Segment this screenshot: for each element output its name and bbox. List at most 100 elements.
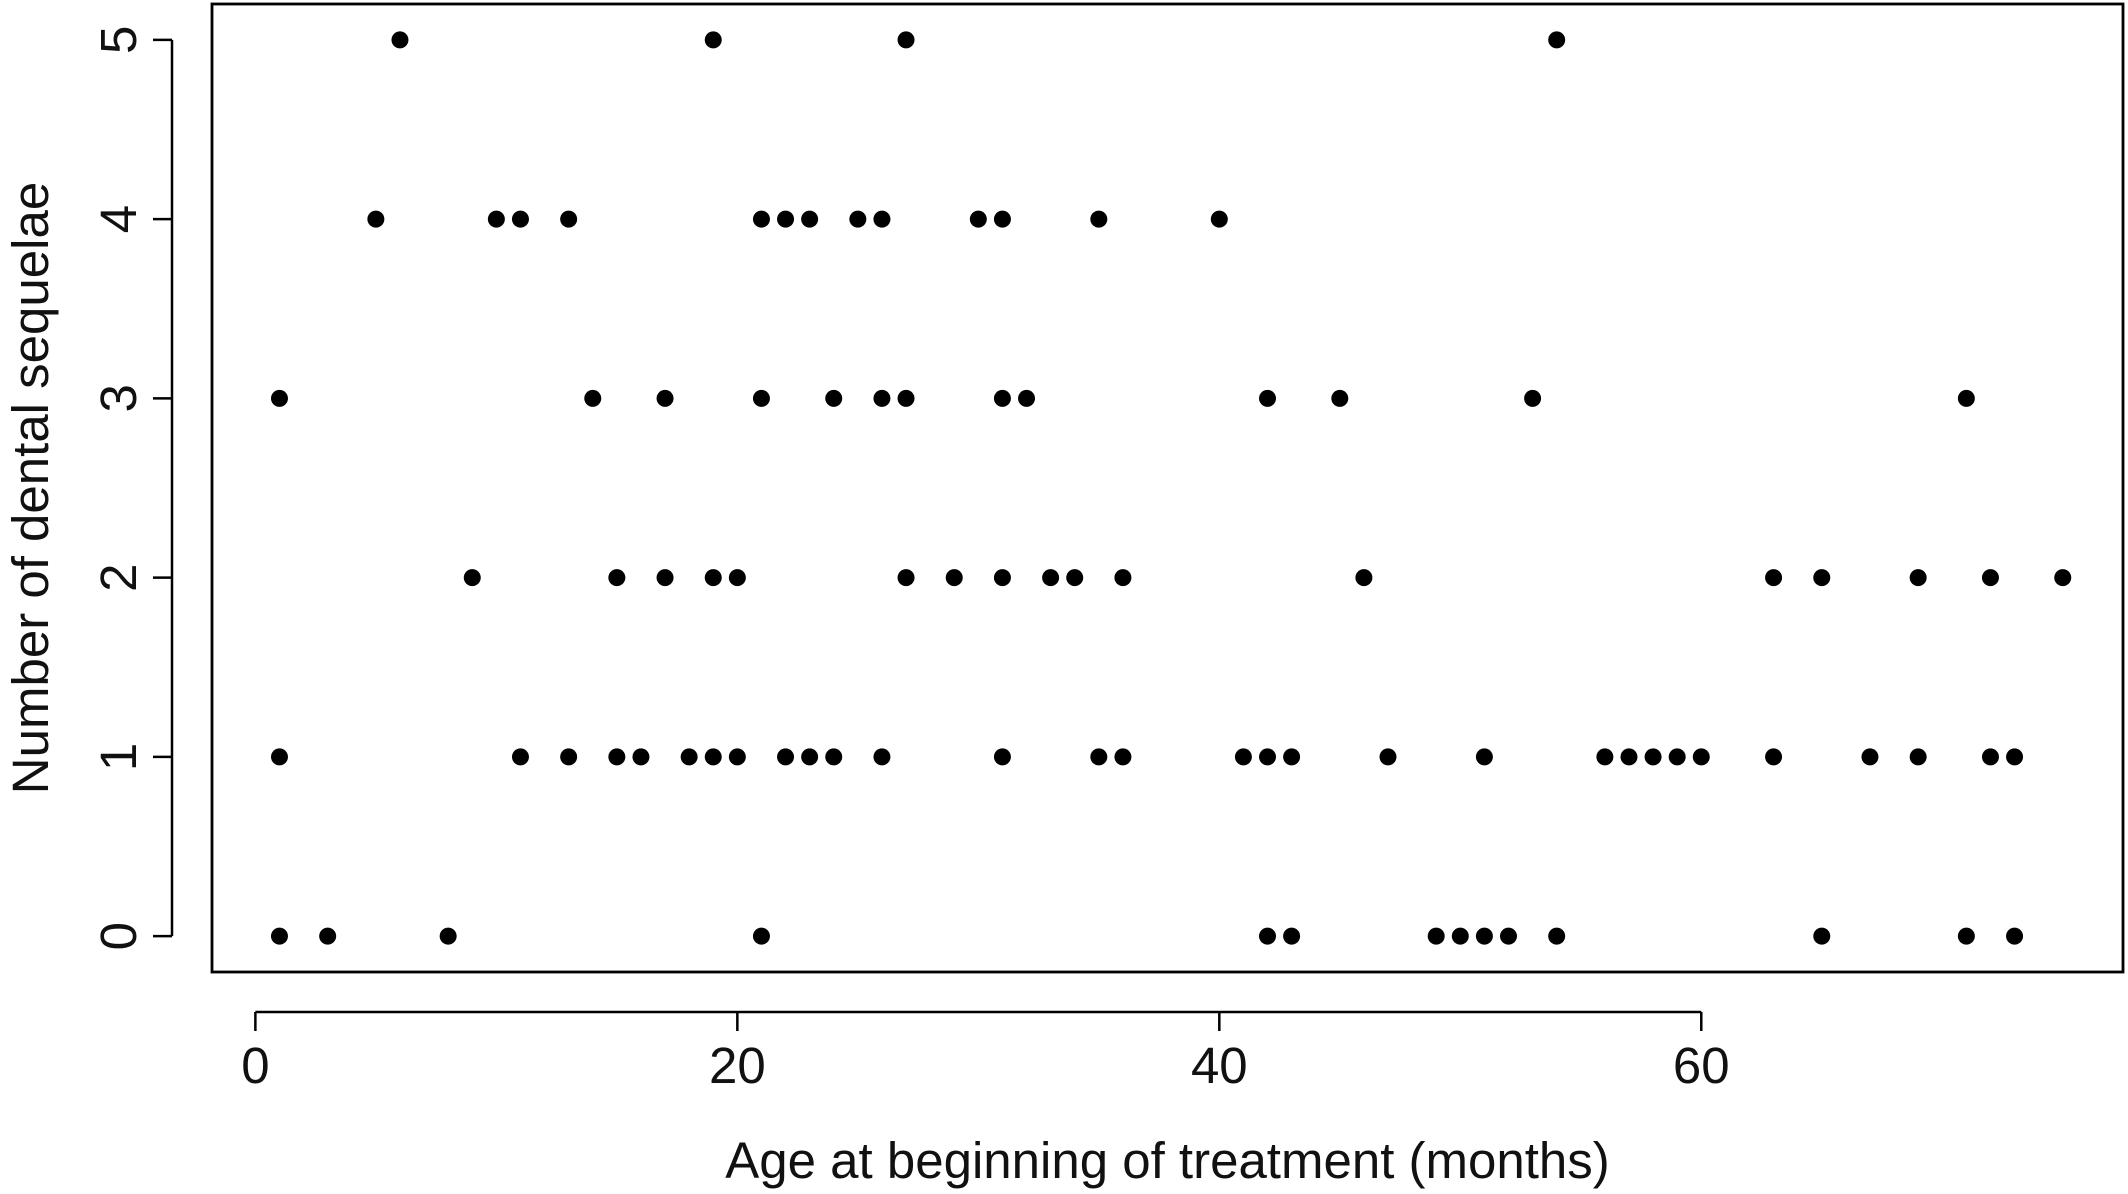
data-point bbox=[873, 389, 891, 407]
data-point bbox=[728, 569, 746, 587]
data-point bbox=[584, 389, 602, 407]
data-point bbox=[1813, 927, 1831, 945]
data-point bbox=[1283, 748, 1301, 766]
data-point bbox=[1548, 31, 1566, 49]
data-point bbox=[1066, 569, 1084, 587]
data-point bbox=[1451, 927, 1469, 945]
data-point bbox=[969, 210, 987, 228]
data-point bbox=[945, 569, 963, 587]
data-point bbox=[1042, 569, 1060, 587]
data-point bbox=[897, 31, 915, 49]
x-tick-label: 40 bbox=[1191, 1037, 1248, 1094]
data-point bbox=[511, 748, 529, 766]
data-point bbox=[801, 210, 819, 228]
data-point bbox=[873, 210, 891, 228]
data-point bbox=[1909, 748, 1927, 766]
data-point bbox=[1234, 748, 1252, 766]
data-point bbox=[752, 927, 770, 945]
data-point bbox=[1427, 927, 1445, 945]
x-tick-label: 60 bbox=[1673, 1037, 1730, 1094]
data-point bbox=[319, 927, 337, 945]
data-point bbox=[1813, 569, 1831, 587]
data-point bbox=[391, 31, 409, 49]
data-points bbox=[270, 31, 2072, 945]
data-point bbox=[1090, 210, 1108, 228]
data-point bbox=[1283, 927, 1301, 945]
data-point bbox=[1524, 389, 1542, 407]
data-point bbox=[487, 210, 505, 228]
data-point bbox=[704, 748, 722, 766]
data-point bbox=[560, 210, 578, 228]
data-point bbox=[1620, 748, 1638, 766]
data-point bbox=[873, 748, 891, 766]
data-point bbox=[656, 389, 674, 407]
data-point bbox=[1379, 748, 1397, 766]
y-tick-label: 5 bbox=[90, 26, 147, 54]
data-point bbox=[1259, 927, 1277, 945]
data-point bbox=[1475, 927, 1493, 945]
data-point bbox=[1114, 748, 1132, 766]
data-point bbox=[1259, 389, 1277, 407]
data-point bbox=[1668, 748, 1686, 766]
data-point bbox=[680, 748, 698, 766]
data-point bbox=[1981, 748, 1999, 766]
y-axis-label: Number of dental sequelae bbox=[2, 182, 59, 794]
data-point bbox=[270, 389, 288, 407]
data-point bbox=[897, 569, 915, 587]
data-point bbox=[1644, 748, 1662, 766]
data-point bbox=[752, 210, 770, 228]
data-point bbox=[849, 210, 867, 228]
data-point bbox=[270, 927, 288, 945]
data-point bbox=[1765, 748, 1783, 766]
data-point bbox=[1765, 569, 1783, 587]
data-point bbox=[993, 748, 1011, 766]
data-point bbox=[608, 569, 626, 587]
data-point bbox=[270, 748, 288, 766]
data-point bbox=[2054, 569, 2072, 587]
data-point bbox=[367, 210, 385, 228]
data-point bbox=[825, 389, 843, 407]
data-point bbox=[777, 748, 795, 766]
plot-frame bbox=[210, 2, 2125, 974]
y-axis: 0 1 2 3 4 5 bbox=[90, 26, 174, 950]
data-point bbox=[1114, 569, 1132, 587]
data-point bbox=[801, 748, 819, 766]
data-point bbox=[1475, 748, 1493, 766]
y-tick-label: 4 bbox=[90, 205, 147, 233]
data-point bbox=[1331, 389, 1349, 407]
data-point bbox=[1957, 389, 1975, 407]
x-axis: 0 20 40 60 bbox=[241, 1010, 1730, 1094]
data-point bbox=[1499, 927, 1517, 945]
data-point bbox=[656, 569, 674, 587]
data-point bbox=[1259, 748, 1277, 766]
data-point bbox=[777, 210, 795, 228]
data-point bbox=[2006, 748, 2024, 766]
data-point bbox=[1018, 389, 1036, 407]
data-point bbox=[897, 389, 915, 407]
data-point bbox=[1981, 569, 1999, 587]
data-point bbox=[1090, 748, 1108, 766]
data-point bbox=[439, 927, 457, 945]
data-point bbox=[632, 748, 650, 766]
data-point bbox=[993, 210, 1011, 228]
data-point bbox=[1692, 748, 1710, 766]
data-point bbox=[1596, 748, 1614, 766]
y-tick-label: 1 bbox=[90, 743, 147, 771]
data-point bbox=[608, 748, 626, 766]
data-point bbox=[752, 389, 770, 407]
x-axis-label: Age at beginning of treatment (months) bbox=[725, 1132, 1610, 1189]
y-tick-label: 3 bbox=[90, 384, 147, 412]
data-point bbox=[1909, 569, 1927, 587]
data-point bbox=[704, 31, 722, 49]
data-point bbox=[1957, 927, 1975, 945]
data-point bbox=[728, 748, 746, 766]
data-point bbox=[1548, 927, 1566, 945]
x-tick-label: 0 bbox=[241, 1037, 269, 1094]
data-point bbox=[2006, 927, 2024, 945]
data-point bbox=[704, 569, 722, 587]
y-tick-label: 2 bbox=[90, 563, 147, 591]
data-point bbox=[463, 569, 481, 587]
data-point bbox=[825, 748, 843, 766]
data-point bbox=[560, 748, 578, 766]
